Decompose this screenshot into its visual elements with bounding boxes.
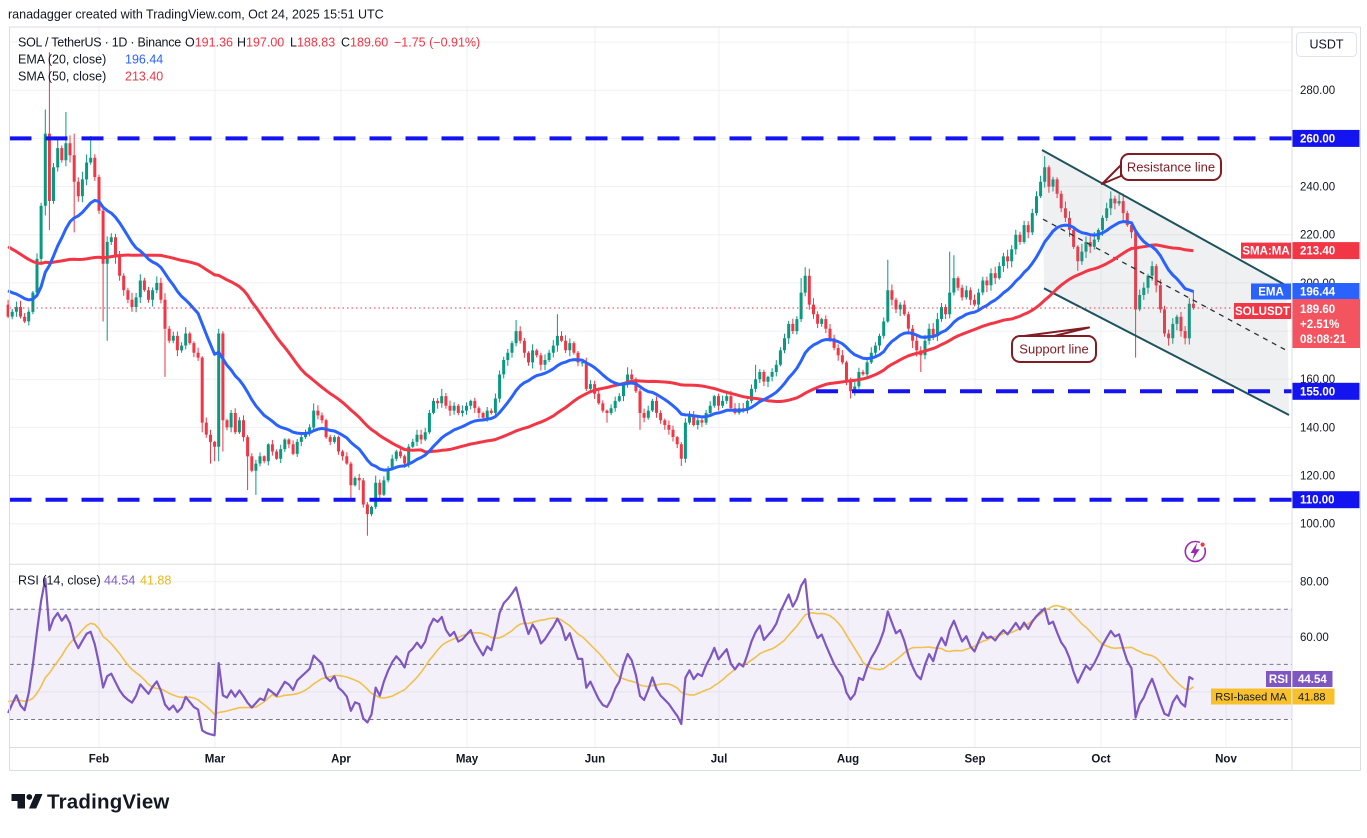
svg-text:44.54: 44.54 xyxy=(1298,674,1327,686)
svg-text:+2.51%: +2.51% xyxy=(1300,319,1339,331)
svg-text:260.00: 260.00 xyxy=(1300,133,1335,145)
svg-text:ranadagger created with Tradin: ranadagger created with TradingView.com,… xyxy=(8,8,384,22)
svg-text:80.00: 80.00 xyxy=(1300,577,1329,589)
svg-text:Apr: Apr xyxy=(331,754,351,766)
svg-text:Jun: Jun xyxy=(585,754,605,766)
svg-text:Nov: Nov xyxy=(1215,754,1237,766)
svg-text:280.00: 280.00 xyxy=(1300,85,1335,97)
svg-text:TradingView: TradingView xyxy=(47,791,170,814)
svg-text:Support line: Support line xyxy=(1019,342,1088,357)
svg-text:SMA:MA: SMA:MA xyxy=(1242,246,1289,258)
svg-text:RSI: RSI xyxy=(1269,674,1288,686)
svg-text:Feb: Feb xyxy=(89,754,109,766)
svg-text:41.88: 41.88 xyxy=(1298,692,1326,704)
svg-text:240.00: 240.00 xyxy=(1300,182,1335,194)
svg-text:220.00: 220.00 xyxy=(1300,230,1335,242)
svg-text:May: May xyxy=(456,754,479,766)
svg-text:Oct: Oct xyxy=(1091,754,1110,766)
svg-text:USDT: USDT xyxy=(1309,38,1343,52)
svg-text:196.44: 196.44 xyxy=(1300,287,1336,299)
svg-text:SOL / TetherUS · 1D · Binance: SOL / TetherUS · 1D · Binance xyxy=(18,36,181,50)
svg-text:155.00: 155.00 xyxy=(1300,386,1335,398)
svg-text:189.60: 189.60 xyxy=(1300,304,1335,316)
svg-text:EMA (20, close)196.44: EMA (20, close) 196.44 xyxy=(18,53,163,67)
svg-text:Jul: Jul xyxy=(711,754,728,766)
svg-text:120.00: 120.00 xyxy=(1300,471,1335,483)
svg-text:08:08:21: 08:08:21 xyxy=(1300,334,1347,346)
svg-text:60.00: 60.00 xyxy=(1300,632,1329,644)
svg-text:EMA: EMA xyxy=(1258,287,1284,299)
svg-text:RSI-based MA: RSI-based MA xyxy=(1215,692,1287,704)
svg-text:Resistance line: Resistance line xyxy=(1127,160,1215,175)
svg-text:SOLUSDT: SOLUSDT xyxy=(1235,306,1290,318)
svg-text:Mar: Mar xyxy=(205,754,226,766)
svg-text:140.00: 140.00 xyxy=(1300,422,1335,434)
svg-text:100.00: 100.00 xyxy=(1300,519,1335,531)
svg-text:SMA (50, close)213.40: SMA (50, close) 213.40 xyxy=(18,70,163,84)
svg-text:Sep: Sep xyxy=(964,754,985,766)
svg-text:213.40: 213.40 xyxy=(1300,246,1335,258)
svg-text:Aug: Aug xyxy=(837,754,859,766)
svg-text:110.00: 110.00 xyxy=(1300,495,1335,507)
